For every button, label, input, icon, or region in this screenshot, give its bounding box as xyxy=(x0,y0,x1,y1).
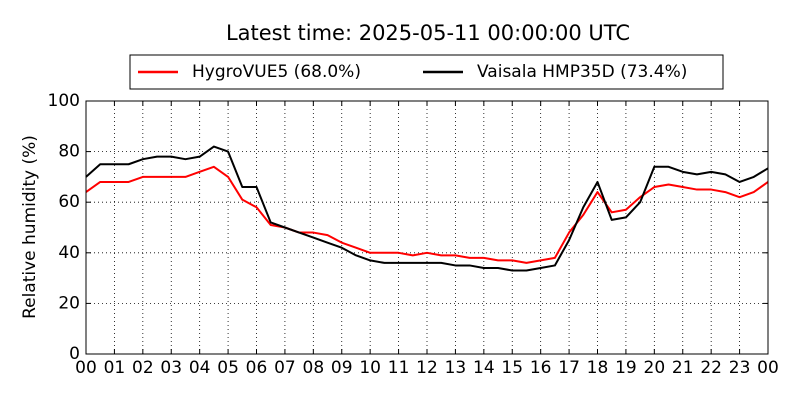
y-tick-label: 80 xyxy=(58,142,80,162)
y-tick-label: 40 xyxy=(58,243,80,263)
x-tick-label: 14 xyxy=(473,358,495,378)
x-tick-label: 02 xyxy=(132,358,154,378)
chart-title: Latest time: 2025-05-11 00:00:00 UTC xyxy=(226,21,630,45)
x-tick-label: 00 xyxy=(75,358,97,378)
x-tick-label: 20 xyxy=(644,358,666,378)
plot-frame xyxy=(85,100,769,355)
x-tick-label: 08 xyxy=(303,358,325,378)
x-tick-label: 03 xyxy=(160,358,182,378)
x-tick-label: 15 xyxy=(501,358,523,378)
x-tick-label: 18 xyxy=(587,358,609,378)
x-tick-label: 13 xyxy=(445,358,467,378)
y-tick-label: 0 xyxy=(69,344,80,364)
x-tick-label: 04 xyxy=(189,358,211,378)
x-tick-label: 11 xyxy=(388,358,410,378)
legend-label: HygroVUE5 (68.0%) xyxy=(192,62,361,82)
x-tick-label: 23 xyxy=(729,358,751,378)
y-tick-label: 100 xyxy=(48,91,80,111)
x-tick-label: 07 xyxy=(274,358,296,378)
y-tick-label: 60 xyxy=(58,192,80,212)
x-tick-label: 19 xyxy=(615,358,637,378)
x-tick-label: 21 xyxy=(672,358,694,378)
x-tick-label: 09 xyxy=(331,358,353,378)
x-tick-label: 05 xyxy=(217,358,239,378)
x-tick-label: 22 xyxy=(700,358,722,378)
x-tick-label: 10 xyxy=(359,358,381,378)
y-tick-label: 20 xyxy=(58,293,80,313)
legend-label: Vaisala HMP35D (73.4%) xyxy=(477,62,687,82)
x-tick-label: 00 xyxy=(757,358,779,378)
x-tick-label: 17 xyxy=(558,358,580,378)
x-tick-label: 01 xyxy=(104,358,126,378)
x-tick-label: 06 xyxy=(246,358,268,378)
line-series xyxy=(85,145,769,272)
y-axis-label: Relative humidity (%) xyxy=(20,135,40,319)
x-tick-label: 12 xyxy=(416,358,438,378)
line-series xyxy=(85,165,769,264)
x-tick-label: 16 xyxy=(530,358,552,378)
